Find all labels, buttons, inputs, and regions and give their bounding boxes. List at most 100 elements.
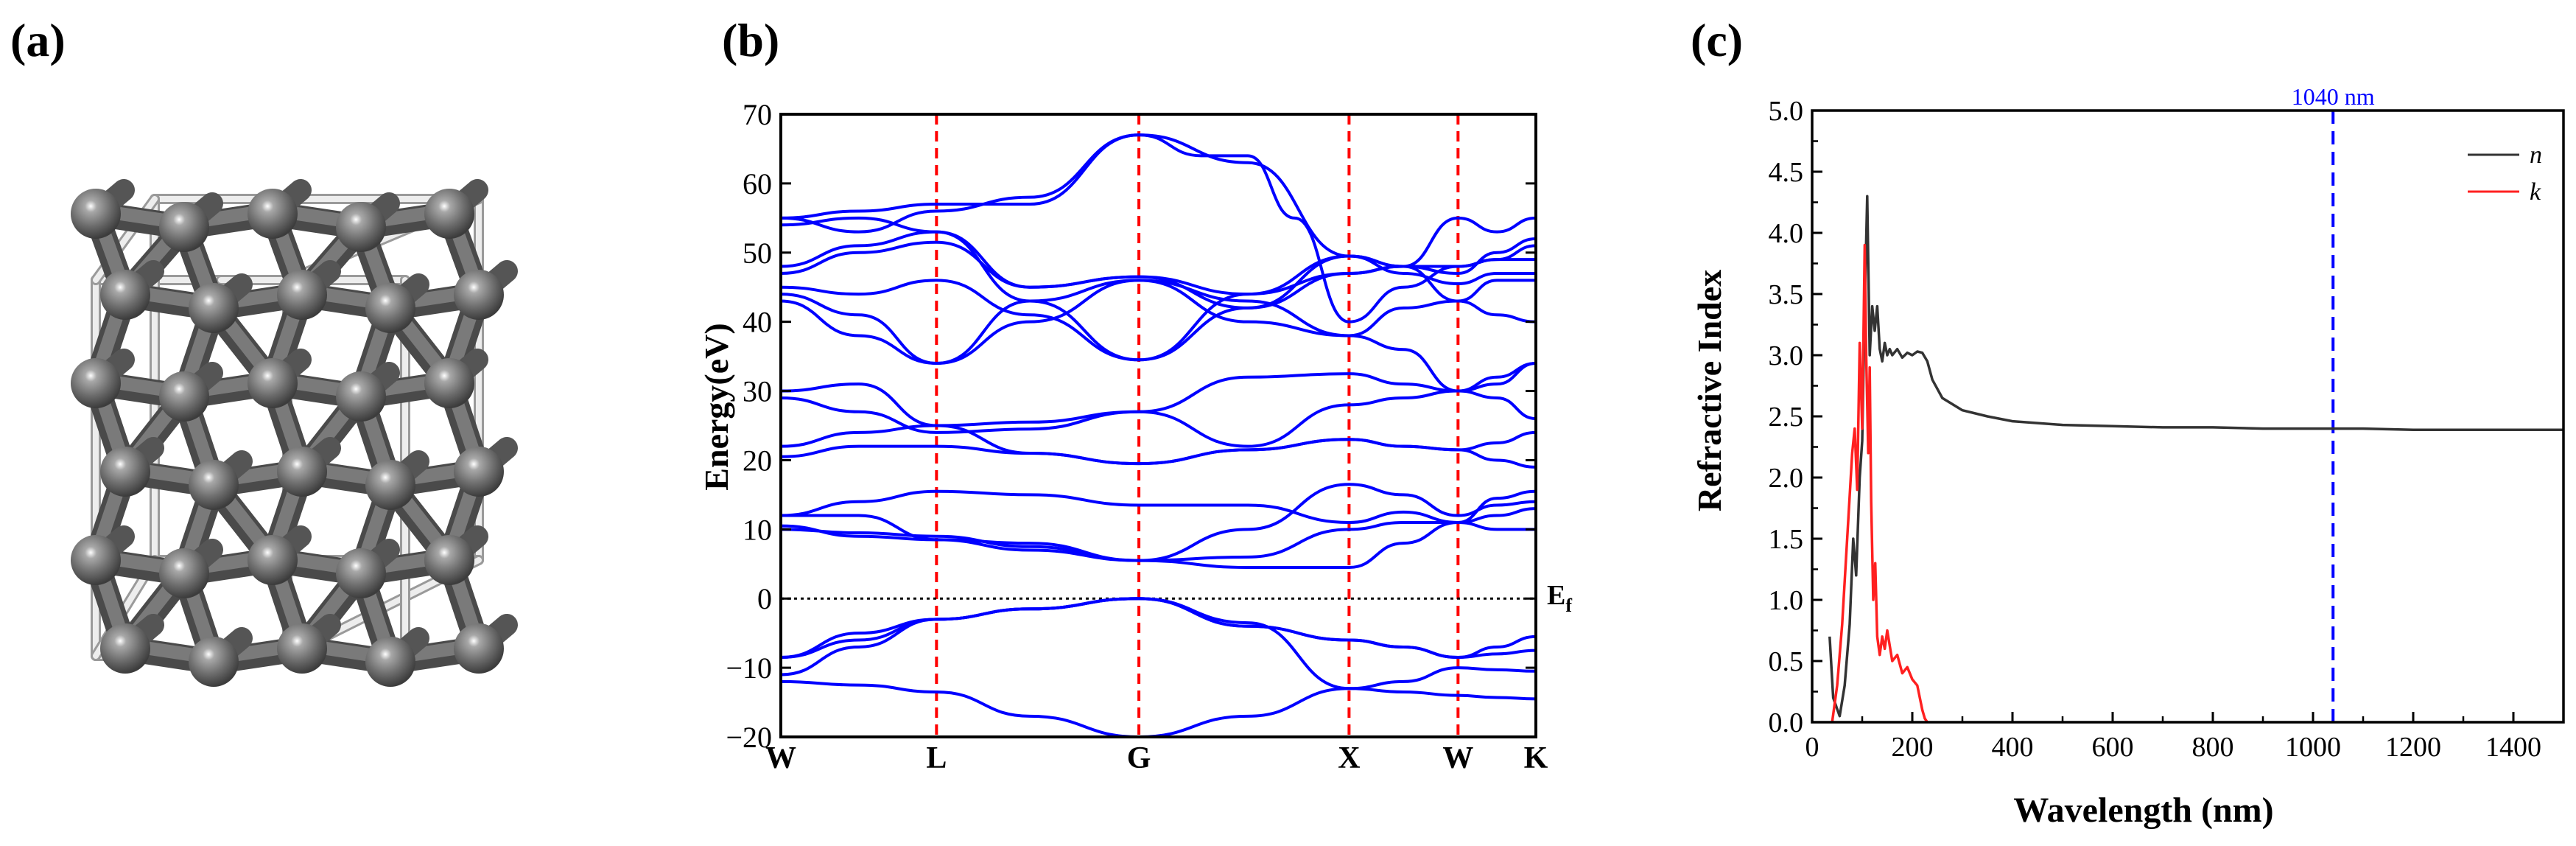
carbon-atom: [277, 270, 327, 320]
ri-xtick-label: 1200: [2385, 732, 2441, 763]
crystal-bonds: [83, 179, 518, 674]
fermi-label: Ef: [1547, 580, 1572, 616]
carbon-atom: [71, 535, 121, 585]
ri-xlabel: Wavelength (nm): [2013, 791, 2273, 830]
panel-label-a: (a): [10, 14, 66, 66]
band-line-6: [781, 483, 1536, 562]
crystal-structure-image: [71, 179, 518, 687]
band-line-17: [781, 216, 1536, 362]
band-plot-frame: [779, 113, 1537, 738]
band-line-19: [781, 133, 1536, 324]
kpoint-label-K: K: [1524, 741, 1548, 775]
refractive-index-chart: Refractive Index Wavelength (nm) 0.0 0.5 1…: [1691, 83, 2565, 830]
carbon-atom: [424, 535, 474, 585]
ri-ytick-label: 2.5: [1769, 402, 1804, 433]
carbon-atom: [159, 202, 209, 252]
band-ytick-label: 30: [743, 375, 772, 408]
band-line-7: [781, 489, 1536, 524]
carbon-atom: [159, 548, 209, 598]
ri-xtick-label: 200: [1892, 732, 1934, 763]
band-ytick-label: 10: [743, 513, 772, 546]
ri-ytick-label: 3.0: [1769, 340, 1804, 371]
kpoint-label-X: X: [1338, 741, 1360, 775]
ri-ytick-label: 2.0: [1769, 463, 1804, 494]
carbon-atom: [159, 371, 209, 422]
band-ytick-label: −20: [726, 721, 772, 754]
ri-xtick-label: 1400: [2485, 732, 2541, 763]
carbon-atom: [454, 447, 504, 497]
carbon-atom: [365, 283, 415, 333]
carbon-atom: [336, 371, 386, 422]
carbon-atom: [248, 358, 298, 408]
band-line-0: [781, 679, 1536, 737]
carbon-atom: [71, 358, 121, 408]
band-ytick-label: 60: [743, 167, 772, 200]
kpoint-label-W: W: [1442, 741, 1473, 775]
carbon-atom: [100, 623, 150, 674]
carbon-atom: [189, 283, 239, 333]
ri-xtick-label: 0: [1805, 732, 1819, 763]
band-line-2: [781, 597, 1536, 677]
carbon-atom: [365, 637, 415, 687]
band-structure-chart: Energy(eV) −20 −10 0 10 20 30 40 50 60 70 W L G X W K E…: [698, 98, 1572, 775]
carbon-atom: [454, 270, 504, 320]
band-ytick-label: 40: [743, 306, 772, 339]
carbon-atom: [454, 623, 504, 674]
crystal-atoms: [71, 189, 504, 687]
band-tick-labels: −20 −10 0 10 20 30 40 50 60 70 W L G X W K: [726, 98, 1548, 775]
ri-ytick-label: 4.5: [1769, 157, 1804, 188]
ri-ytick-label: 5.0: [1769, 96, 1804, 127]
kpoint-label-G: G: [1127, 741, 1151, 775]
legend-label-n: n: [2530, 141, 2542, 169]
ri-xtick-label: 800: [2192, 732, 2234, 763]
ri-xtick-label: 1000: [2285, 732, 2341, 763]
band-line-11: [781, 362, 1536, 448]
ri-xtick-label: 600: [2092, 732, 2134, 763]
ri-ylabel: Refractive Index: [1691, 270, 1728, 511]
band-ylabel: Energy(eV): [698, 323, 735, 490]
carbon-atom: [365, 460, 415, 510]
carbon-atom: [277, 447, 327, 497]
band-lines: [781, 133, 1536, 737]
ri-ytick-label: 1.0: [1769, 585, 1804, 616]
series-line-n: [1828, 195, 2563, 718]
series-line-k: [1831, 243, 1929, 723]
band-ytick-label: 20: [743, 444, 772, 477]
carbon-atom: [277, 623, 327, 674]
band-line-14: [781, 254, 1536, 362]
band-line-16: [781, 230, 1536, 296]
carbon-atom: [189, 637, 239, 687]
carbon-atom: [248, 535, 298, 585]
ri-legend: n k: [2468, 141, 2542, 206]
band-ytick-label: −10: [726, 651, 772, 685]
band-line-18: [781, 133, 1536, 268]
ri-ytick-label: 3.5: [1769, 279, 1804, 310]
ri-ytick-label: 0.0: [1769, 707, 1804, 738]
panel-label-c: (c): [1691, 14, 1744, 66]
ri-plot-frame: [1811, 109, 2565, 724]
panel-label-b: (b): [722, 14, 780, 66]
carbon-atom: [336, 202, 386, 252]
band-ytick-label: 50: [743, 237, 772, 270]
carbon-atom: [424, 358, 474, 408]
ri-axes: [1811, 109, 2565, 724]
carbon-atom: [336, 548, 386, 598]
band-line-13: [781, 279, 1536, 366]
legend-label-k: k: [2530, 178, 2541, 206]
band-line-10: [781, 372, 1536, 427]
band-ytick-label: 0: [757, 582, 772, 615]
carbon-atom: [100, 447, 150, 497]
carbon-atom: [248, 189, 298, 239]
band-line-1: [781, 597, 1536, 691]
kpoint-label-L: L: [926, 741, 947, 775]
carbon-atom: [100, 270, 150, 320]
band-line-12: [781, 279, 1536, 393]
marker-label: 1040 nm: [2292, 83, 2375, 110]
ri-ytick-label: 0.5: [1769, 646, 1804, 677]
carbon-atom: [71, 189, 121, 239]
kpoint-label-W: W: [765, 741, 796, 775]
band-line-9: [781, 424, 1536, 469]
carbon-atom: [424, 189, 474, 239]
ri-ytick-label: 4.0: [1769, 218, 1804, 249]
carbon-atom: [189, 460, 239, 510]
